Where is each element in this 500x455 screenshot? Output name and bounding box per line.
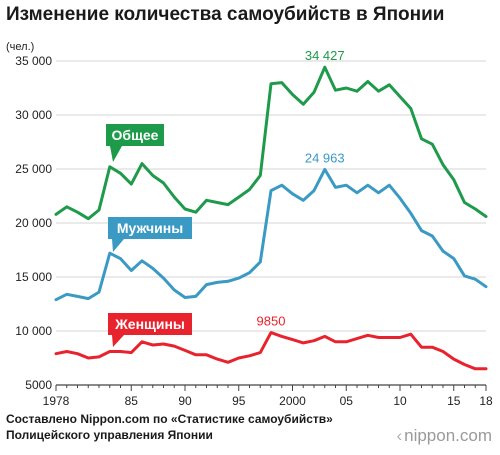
x-tick-label: 15 [447, 394, 461, 408]
series-line [54, 331, 488, 371]
legend-box [108, 217, 192, 239]
source-line-2: Полицейского управления Японии [6, 428, 213, 442]
x-tick-label: 2000 [279, 394, 306, 408]
legend-label: Общее [112, 127, 159, 143]
y-tick-label: 5000 [25, 378, 52, 392]
legend-box [106, 124, 164, 146]
x-tick-label: 1978 [43, 394, 70, 408]
x-tick-label: 18 [479, 394, 493, 408]
x-tick-label: 10 [393, 394, 407, 408]
legend-label: Женщины [114, 316, 185, 332]
y-unit-label: (чел.) [6, 41, 34, 53]
peak-data-label: 34 427 [305, 48, 345, 63]
x-tick-label: 05 [340, 394, 354, 408]
series-line [54, 65, 488, 221]
chart-title: Изменение количества самоубийств в Япони… [6, 4, 445, 25]
legend-pointer [110, 146, 122, 162]
source-line-1: Составлено Nippon.com по «Статистике сам… [6, 412, 333, 426]
x-tick-label: 90 [178, 394, 192, 408]
y-tick-label: 35 000 [15, 54, 52, 68]
nippon-logo[interactable]: ‹ nippon.com [396, 426, 492, 446]
line-chart: (чел.) 5000 10 000 15 000 20 000 25 000 30 00… [6, 41, 493, 408]
y-tick-label: 15 000 [15, 270, 52, 284]
x-tick-label: 95 [232, 394, 246, 408]
logo-mark-icon: ‹ [396, 426, 403, 445]
y-tick-label: 20 000 [15, 216, 52, 230]
series-lines: 34 427 24 963 9850 [54, 48, 488, 371]
legend-box [108, 313, 192, 335]
series-line [54, 167, 488, 302]
legend-pointer [112, 335, 124, 347]
legend: Общее Мужчины Женщины [106, 124, 192, 347]
y-tick-label: 10 000 [15, 324, 52, 338]
y-axis: 5000 10 000 15 000 20 000 25 000 30 000 35 000 [15, 54, 52, 392]
legend-label: Мужчины [117, 220, 183, 236]
legend-item: Общее [106, 124, 164, 162]
legend-item: Мужчины [108, 217, 192, 252]
x-axis: 1978 85 90 95 2000 05 10 15 18 [43, 385, 493, 408]
legend-pointer [112, 239, 124, 252]
y-tick-label: 30 000 [15, 108, 52, 122]
peak-data-label: 24 963 [305, 150, 345, 165]
legend-item: Женщины [108, 313, 192, 347]
y-tick-label: 25 000 [15, 162, 52, 176]
source-note: Составлено Nippon.com по «Статистике сам… [6, 411, 333, 443]
logo-text: nippon.com [404, 426, 492, 445]
peak-data-label: 9850 [257, 314, 286, 329]
x-tick-label: 85 [125, 394, 139, 408]
